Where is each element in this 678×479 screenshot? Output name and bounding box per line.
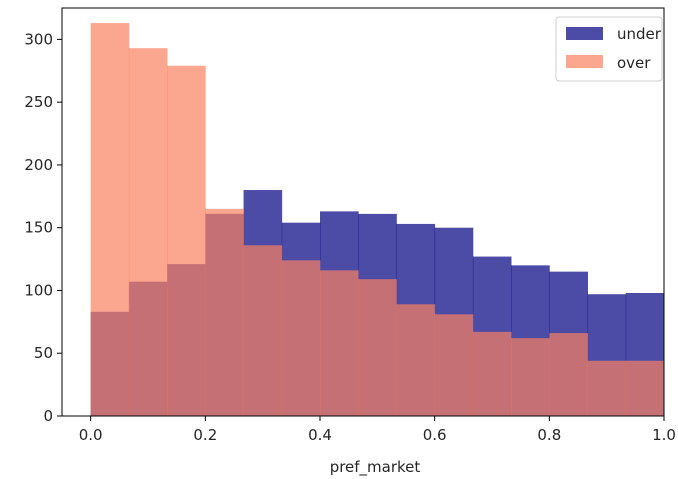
bar-over-14: [625, 360, 665, 416]
series-over: [90, 23, 665, 417]
y-tick-label: 200: [24, 156, 53, 174]
y-tick-label: 150: [24, 219, 53, 237]
bar-over-5: [281, 260, 321, 416]
x-tick-label: 0.0: [79, 426, 103, 444]
x-tick-label: 1.0: [652, 426, 676, 444]
bar-over-0: [90, 23, 130, 417]
x-tick-label: 0.2: [193, 426, 217, 444]
bar-over-8: [396, 304, 436, 416]
x-axis: 0.0 0.2 0.4 0.6 0.8 1.0: [79, 416, 676, 444]
y-axis: 0 50 100 150 200 250 300: [24, 30, 62, 425]
bar-over-1: [128, 48, 168, 417]
bar-over-9: [434, 314, 474, 416]
x-tick-label: 0.6: [423, 426, 447, 444]
bar-over-11: [511, 338, 550, 416]
y-tick-label: 300: [24, 30, 53, 48]
bars-layer: [90, 23, 665, 417]
legend: under over: [555, 16, 663, 82]
bar-over-3: [205, 208, 244, 416]
bar-over-6: [320, 270, 359, 416]
legend-swatch-under: [566, 27, 603, 40]
x-axis-title: pref_market: [330, 458, 421, 477]
bar-over-2: [167, 65, 206, 417]
bar-over-7: [358, 279, 397, 416]
y-tick-label: 0: [43, 407, 53, 425]
bar-over-13: [587, 360, 627, 416]
x-tick-label: 0.4: [308, 426, 332, 444]
plot-frame: [61, 7, 665, 417]
x-tick-label: 0.8: [537, 426, 561, 444]
y-tick-label: 250: [24, 93, 53, 111]
y-tick-label: 100: [24, 281, 53, 299]
bar-over-12: [549, 333, 588, 416]
bar-over-4: [243, 245, 283, 416]
legend-label-over: over: [617, 54, 651, 72]
legend-swatch-over: [566, 55, 603, 68]
legend-label-under: under: [617, 25, 662, 43]
y-tick-label: 50: [34, 344, 53, 362]
bar-over-10: [472, 331, 512, 416]
